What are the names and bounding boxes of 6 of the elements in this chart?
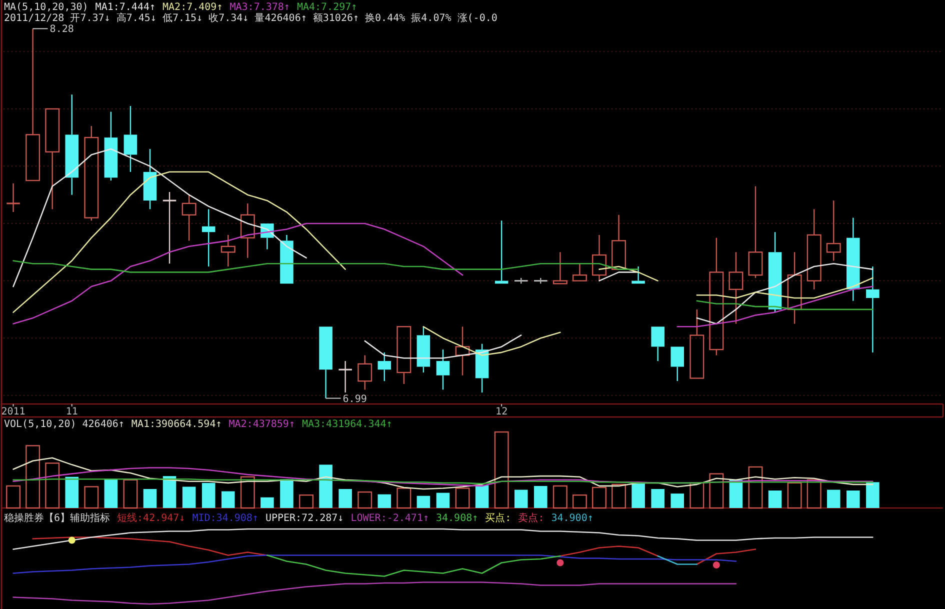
title: 稳操胜券【6】辅助指标 <box>4 513 110 524</box>
subtitle: 2011/12/28 开7.37↓ 高7.45↓ 低7.15↓ 收7.34↓ 量426406↑ 额31026↑ 换0.44% 振4.07% 涨(-0.0 <box>4 13 498 24</box>
annotation: 8.28 <box>50 24 74 36</box>
title: VOL(5,10,20) 426406↑ <box>4 419 124 430</box>
title: MA(5,10,20,30) <box>4 2 88 13</box>
annotation: 6.99 <box>342 394 367 405</box>
